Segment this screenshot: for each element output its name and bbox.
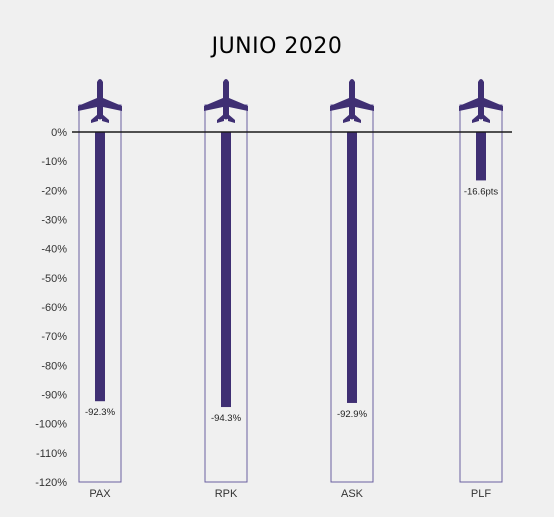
y-tick-label: -40%: [41, 244, 67, 256]
y-tick-label: -50%: [41, 273, 67, 285]
category-label: RPK: [215, 488, 238, 500]
y-tick-label: -10%: [41, 156, 67, 168]
y-tick-label: -70%: [41, 331, 67, 343]
y-tick-label: -80%: [41, 360, 67, 372]
bar-group-plf: -16.6pts PLF: [459, 79, 503, 500]
bar: [221, 132, 231, 408]
data-label: -94.3%: [211, 413, 242, 424]
category-label: ASK: [341, 488, 364, 500]
y-axis: 0% -10% -20% -30% -40% -50% -60% -70% -80% -90% -1…: [35, 127, 512, 489]
bar: [347, 132, 357, 403]
bar-group-ask: -92.9% ASK: [330, 79, 374, 500]
bar: [95, 132, 105, 402]
y-tick-label: -110%: [36, 448, 67, 460]
y-tick-label: -30%: [41, 215, 67, 227]
y-tick-label: -90%: [41, 390, 67, 402]
bar: [476, 132, 486, 181]
y-tick-label: -60%: [41, 302, 67, 314]
bars-layer: -92.3% PAX -94.3% RPK -92.9% ASK -16.6pts PLF: [78, 79, 503, 500]
bar-group-pax: -92.3% PAX: [78, 79, 122, 500]
y-tick-label: -120%: [35, 477, 67, 489]
y-tick-label: -20%: [41, 185, 67, 197]
data-label: -92.3%: [85, 407, 116, 418]
airplane-icon: [204, 79, 248, 123]
airplane-icon: [459, 79, 503, 123]
y-tick-label: -100%: [35, 419, 67, 431]
airplane-icon: [330, 79, 374, 123]
chart-title: JUNIO 2020: [211, 34, 343, 59]
data-label: -16.6pts: [464, 186, 499, 197]
category-label: PLF: [471, 488, 491, 500]
category-label: PAX: [89, 488, 111, 500]
bar-group-rpk: -94.3% RPK: [204, 79, 248, 500]
y-tick-label: 0%: [51, 127, 67, 139]
data-label: -92.9%: [337, 409, 368, 420]
airplane-icon: [78, 79, 122, 123]
